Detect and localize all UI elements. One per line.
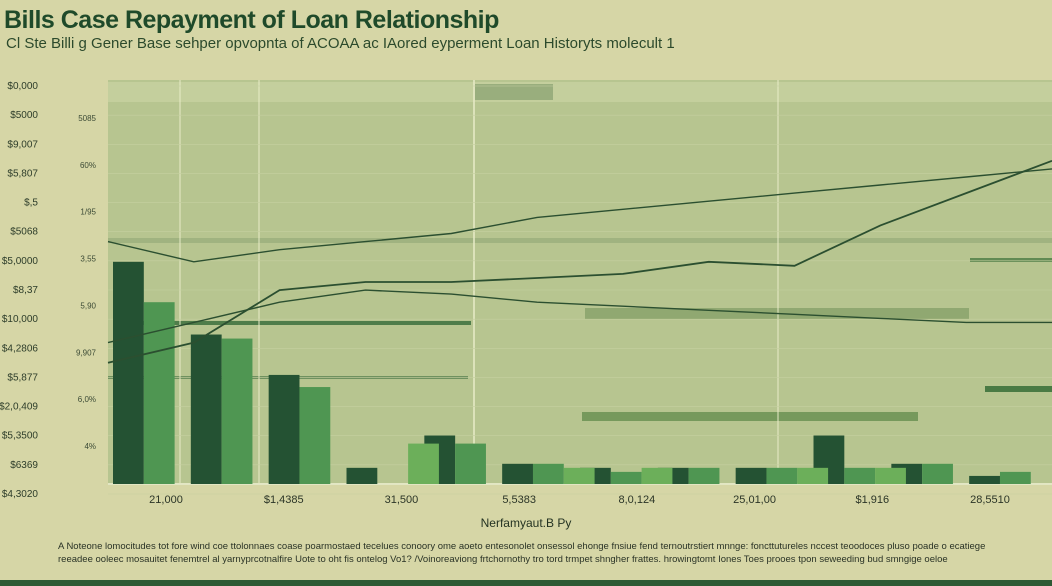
footnote: A Noteone lomocitudes tot fore wind coe … — [58, 541, 986, 565]
bar — [221, 338, 253, 484]
band-9 — [970, 258, 1052, 262]
y-tick-label-inner: 4% — [84, 442, 96, 451]
y-tick-label-inner: 1/95 — [80, 208, 96, 217]
bar — [113, 261, 144, 484]
y-tick-label-inner: 9,907 — [76, 348, 97, 357]
x-tick-label: $1,4385 — [264, 494, 304, 506]
y-tick-label: $,5 — [24, 198, 38, 209]
x-tick-label: 21,000 — [149, 494, 183, 506]
bar — [143, 302, 175, 484]
x-tick-label: 5,5383 — [502, 494, 536, 506]
trend-line — [107, 159, 1052, 364]
bar — [969, 475, 1000, 484]
y-tick-label-inner: 3,55 — [80, 255, 96, 264]
x-axis-title: Nerfamyaut.B Py — [480, 516, 572, 530]
bar — [797, 467, 829, 484]
x-tick-label: $1,916 — [855, 494, 889, 506]
bar — [532, 463, 564, 484]
y-tick-label: $5,877 — [7, 372, 38, 383]
x-tick-label: 8,0,124 — [619, 494, 656, 506]
x-tick-label: 25,01,00 — [733, 494, 776, 506]
y-tick-label: $6369 — [10, 460, 38, 471]
chart-title: Bills Case Repayment of Loan Relationshi… — [4, 6, 499, 34]
band-3 — [108, 238, 1052, 243]
bar — [610, 471, 642, 484]
y-tick-label-inner: 6,0% — [78, 395, 96, 404]
bar — [299, 387, 331, 484]
band-6 — [582, 412, 918, 421]
band-2 — [475, 84, 553, 100]
y-tick-label-inner: 60% — [80, 161, 96, 170]
y-tick-label: $0,000 — [7, 81, 38, 92]
band-5 — [115, 321, 471, 325]
y-tick-label: $5,3500 — [2, 431, 39, 442]
bar — [563, 467, 595, 484]
y-tick-label: $2,0,409 — [0, 402, 38, 413]
bar — [455, 443, 486, 484]
bar — [268, 374, 300, 484]
band-1 — [108, 82, 1052, 102]
bar — [922, 463, 953, 484]
bar — [766, 467, 798, 484]
y-tick-label: $5068 — [10, 227, 38, 238]
y-tick-label: $8,37 — [13, 285, 38, 296]
y-tick-label: $4,2806 — [2, 343, 39, 354]
bottom-rule — [0, 580, 1052, 586]
bar — [999, 471, 1031, 484]
y-tick-label-inner: 5085 — [78, 114, 96, 123]
bar — [408, 443, 439, 484]
bar — [875, 467, 906, 484]
y-tick-label: $5,0000 — [2, 256, 39, 267]
bar — [190, 334, 222, 484]
bar — [735, 467, 767, 484]
y-tick-label: $5,807 — [7, 168, 38, 179]
bar — [844, 467, 876, 484]
trend-line — [107, 289, 1052, 344]
bar — [688, 467, 720, 484]
x-tick-label: 31,500 — [385, 494, 419, 506]
y-tick-label-inner: 5,90 — [80, 301, 96, 310]
bar — [502, 463, 533, 484]
y-tick-label: $4,3020 — [2, 489, 39, 500]
bar — [346, 467, 378, 484]
y-tick-label: $9,007 — [7, 139, 38, 150]
x-tick-label: 28,5510 — [970, 494, 1010, 506]
trend-line — [107, 168, 1052, 263]
y-tick-label: $5000 — [10, 110, 38, 121]
band-8 — [985, 386, 1052, 392]
y-tick-label: $10,000 — [2, 314, 39, 325]
chart-subtitle: Cl Ste Billi g Gener Base sehper opvopnt… — [6, 35, 675, 52]
bar — [641, 467, 673, 484]
